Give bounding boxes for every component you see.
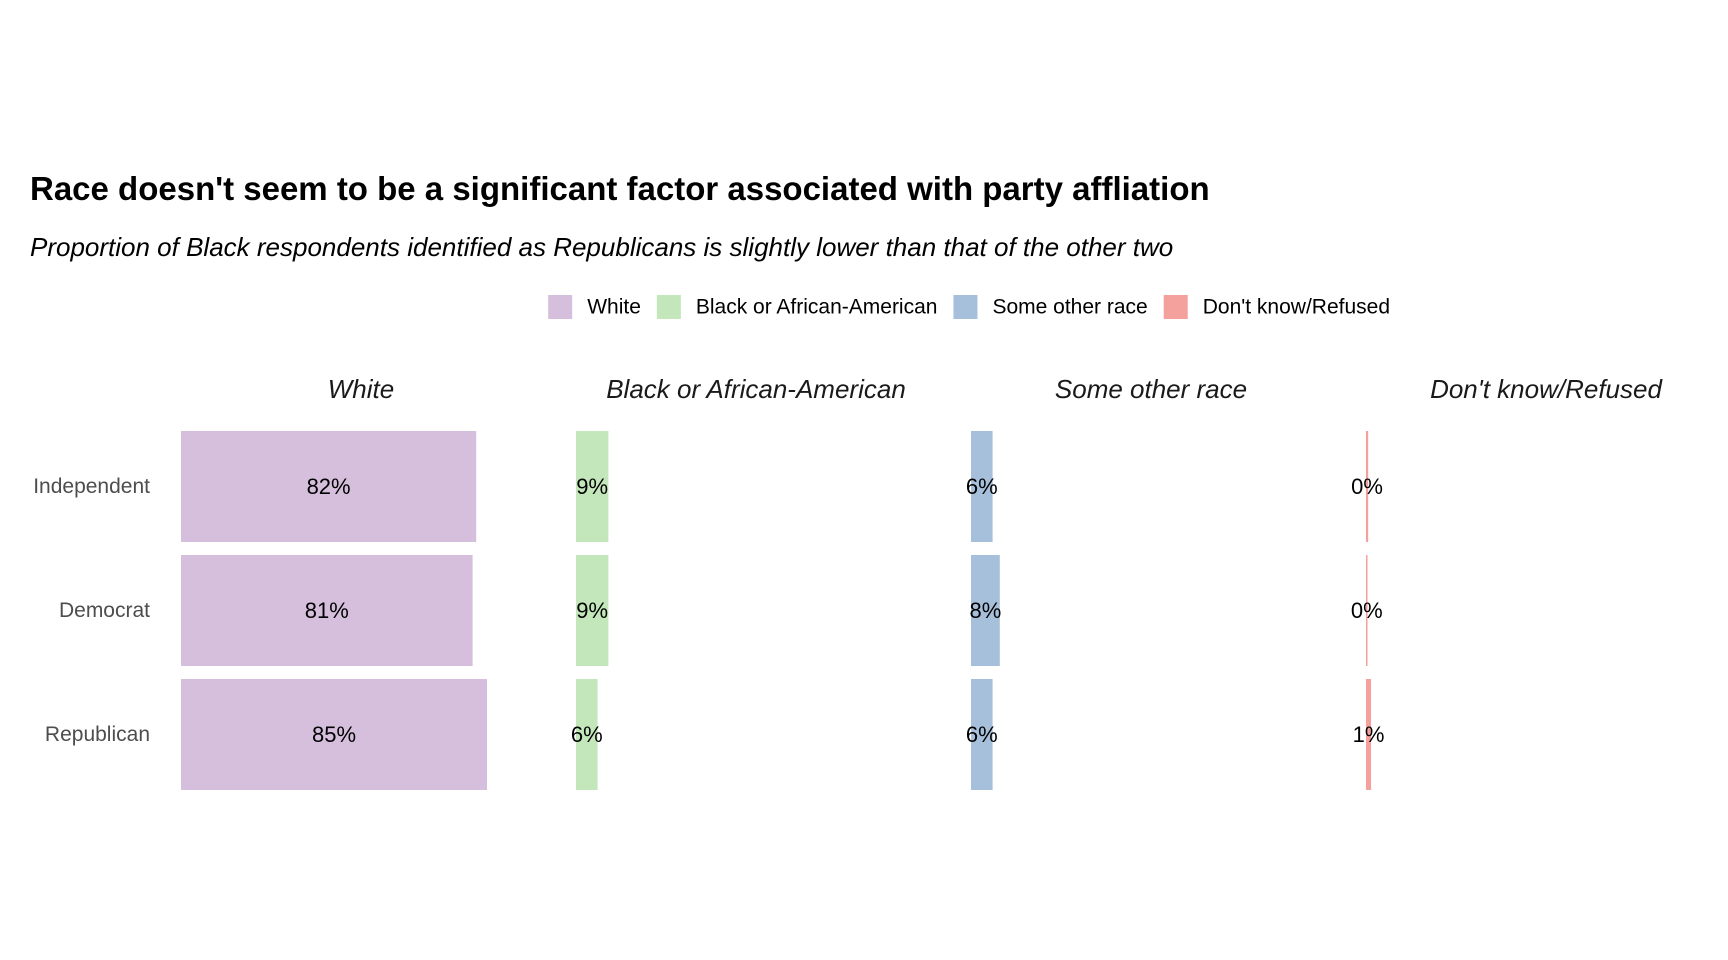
- bar-some-other-race-democrat: [971, 555, 1000, 666]
- facet-label-black-or-african-american: Black or African-American: [606, 374, 906, 404]
- legend-key-white: [548, 295, 573, 319]
- bar-label-some-other-race-independent: 6%: [966, 474, 998, 499]
- chart-subtitle: Proportion of Black respondents identifi…: [30, 232, 1174, 262]
- bar-white-independent: [181, 431, 477, 542]
- legend-key-some-other-race: [953, 295, 978, 319]
- chart-title: Race doesn't seem to be a significant fa…: [30, 170, 1210, 207]
- row-label-republican: Republican: [45, 723, 150, 746]
- legend-item-some-other-race: Some other race: [953, 295, 1148, 319]
- bar-white-democrat: [181, 555, 473, 666]
- facets: White 82% 81% 85% Black or African-American 9…: [181, 374, 1663, 790]
- bar-white-republican: [181, 679, 487, 790]
- facet-black-or-african-american: Black or African-American 9% 9% 6%: [571, 374, 906, 790]
- legend-item-white: White: [548, 295, 641, 319]
- facet-label-don-t-know-refused: Don't know/Refused: [1430, 374, 1663, 404]
- facet-some-other-race: Some other race 6% 8% 6%: [966, 374, 1247, 790]
- bar-some-other-race-independent: [971, 431, 993, 542]
- bar-label-black-or-african-american-republican: 6%: [571, 722, 603, 747]
- legend-label-black-or-african-american: Black or African-American: [696, 296, 938, 319]
- bar-label-black-or-african-american-independent: 9%: [576, 474, 608, 499]
- bar-don-t-know-refused-republican: [1366, 679, 1372, 790]
- facet-label-some-other-race: Some other race: [1055, 374, 1247, 404]
- bar-label-don-t-know-refused-independent: 0%: [1351, 474, 1383, 499]
- legend-item-black-or-african-american: Black or African-American: [656, 295, 938, 319]
- bar-label-black-or-african-american-democrat: 9%: [576, 598, 608, 623]
- facet-white: White 82% 81% 85%: [181, 374, 487, 790]
- bar-label-some-other-race-republican: 6%: [966, 722, 998, 747]
- row-labels: Independent Democrat Republican: [33, 475, 150, 746]
- legend-item-don-t-know-refused: Don't know/Refused: [1163, 295, 1390, 319]
- bar-black-or-african-american-independent: [576, 431, 609, 542]
- bar-don-t-know-refused-democrat: [1366, 555, 1368, 666]
- legend-label-white: White: [587, 296, 641, 319]
- legend-key-black-or-african-american: [656, 295, 681, 319]
- facet-label-white: White: [328, 374, 394, 404]
- legend-label-don-t-know-refused: Don't know/Refused: [1203, 296, 1390, 319]
- row-label-independent: Independent: [33, 475, 150, 498]
- bar-label-some-other-race-democrat: 8%: [970, 598, 1002, 623]
- bar-label-white-republican: 85%: [312, 722, 356, 747]
- bar-black-or-african-american-democrat: [576, 555, 609, 666]
- legend-key-don-t-know-refused: [1163, 295, 1188, 319]
- legend-label-some-other-race: Some other race: [992, 296, 1147, 319]
- facet-don-t-know-refused: Don't know/Refused 0% 0% 1%: [1351, 374, 1663, 790]
- bar-label-don-t-know-refused-democrat: 0%: [1351, 598, 1383, 623]
- legend: White Black or African-American Some other…: [548, 295, 1390, 319]
- bar-some-other-race-republican: [971, 679, 993, 790]
- bar-label-white-democrat: 81%: [305, 598, 349, 623]
- bar-black-or-african-american-republican: [576, 679, 598, 790]
- bar-don-t-know-refused-independent: [1366, 431, 1369, 542]
- row-label-democrat: Democrat: [59, 599, 150, 622]
- bar-label-don-t-know-refused-republican: 1%: [1353, 722, 1385, 747]
- bar-label-white-independent: 82%: [307, 474, 351, 499]
